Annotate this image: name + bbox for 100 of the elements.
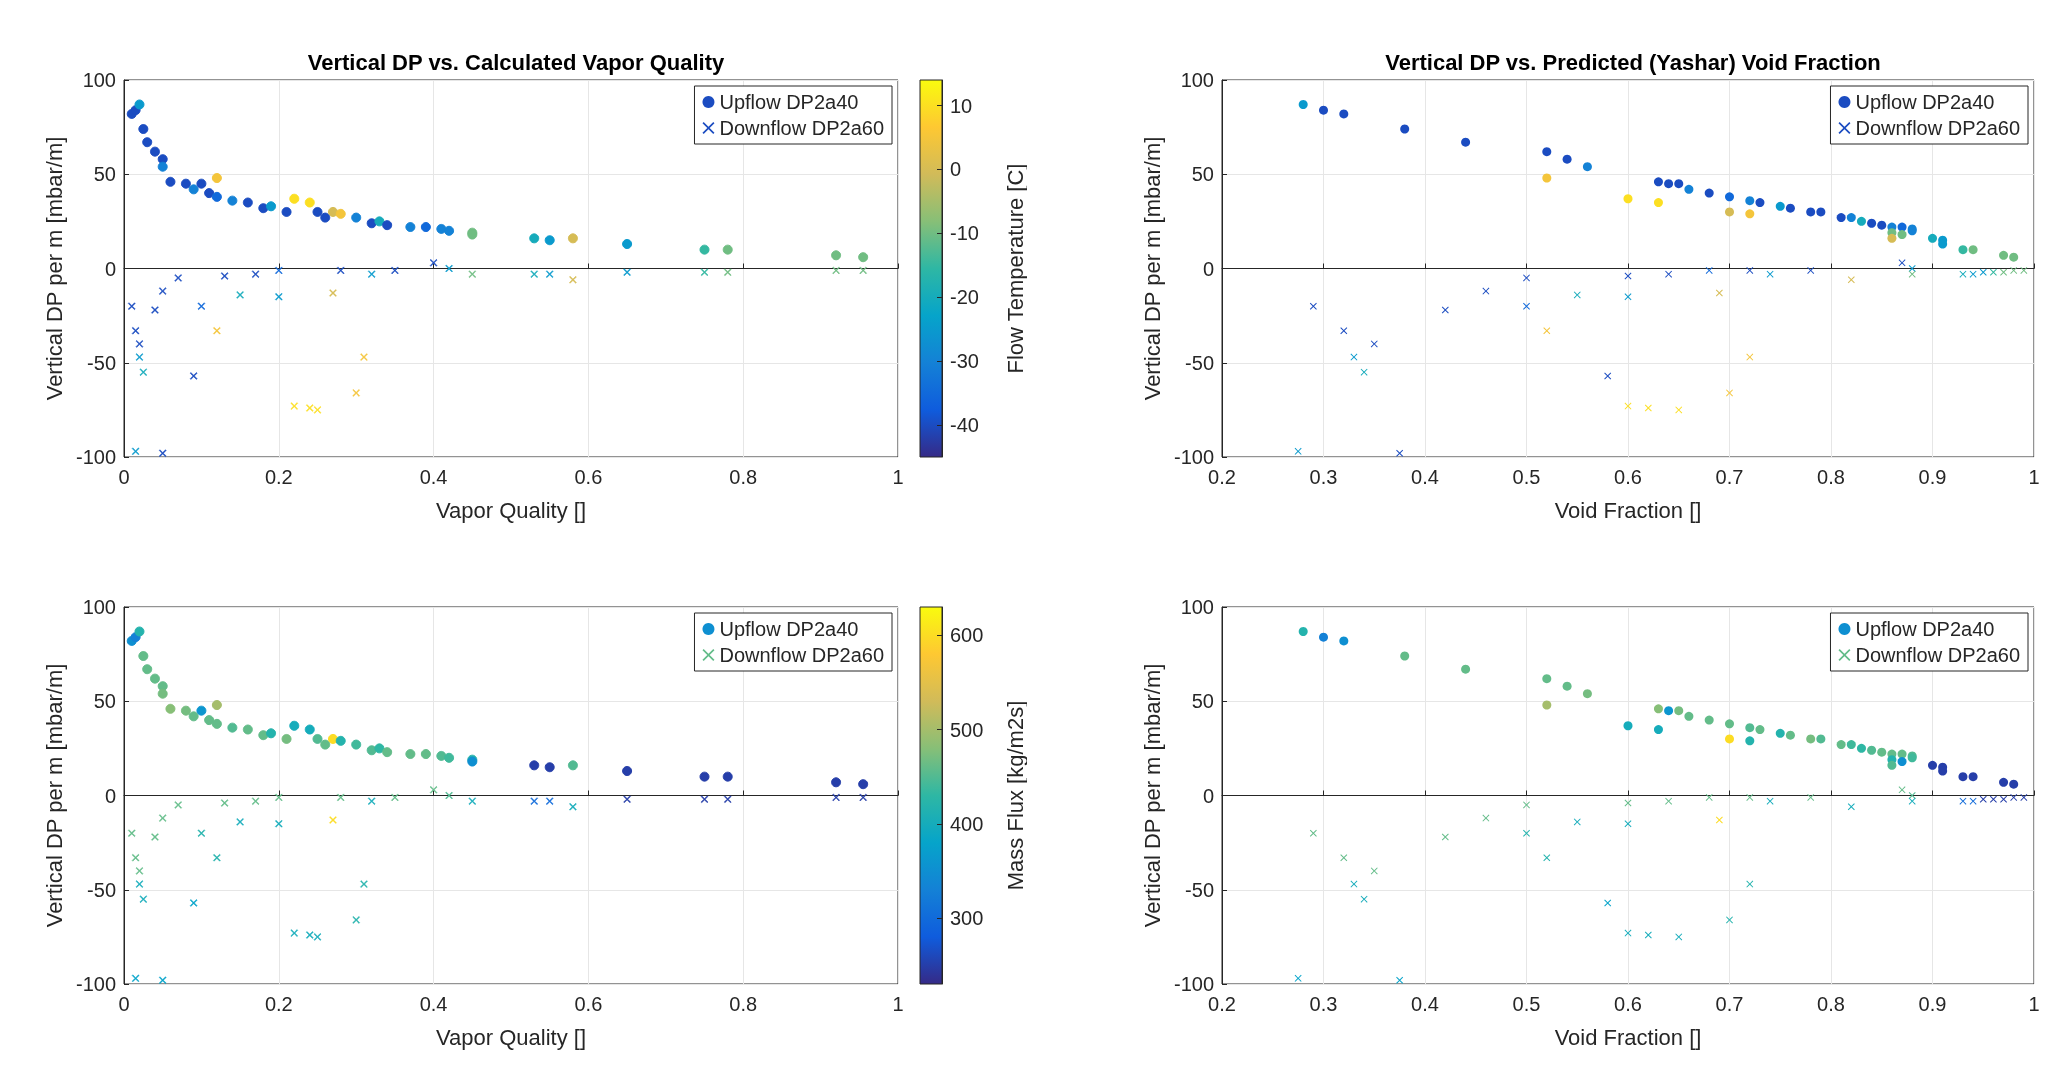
point xyxy=(623,795,631,804)
point xyxy=(1319,105,1328,115)
point xyxy=(391,266,399,275)
point xyxy=(1836,740,1846,750)
point xyxy=(165,703,176,714)
point xyxy=(723,795,732,804)
point xyxy=(622,766,633,776)
point xyxy=(289,193,300,204)
y-tick-label: 0 xyxy=(104,257,116,280)
point xyxy=(1847,276,1855,284)
point xyxy=(545,797,554,805)
point xyxy=(1887,233,1897,243)
point xyxy=(134,99,145,110)
y-tick-label: 100 xyxy=(1180,596,1214,618)
point xyxy=(142,664,153,675)
point xyxy=(1725,719,1734,729)
point xyxy=(188,184,199,195)
point xyxy=(289,720,300,731)
x-tick-label: 0.9 xyxy=(1918,466,1947,488)
point xyxy=(1816,734,1826,744)
point xyxy=(227,195,238,206)
point xyxy=(220,272,229,280)
point xyxy=(352,389,360,397)
point xyxy=(1887,760,1897,770)
point xyxy=(429,786,438,794)
point xyxy=(1623,194,1633,204)
point xyxy=(723,268,732,277)
point xyxy=(320,212,331,223)
point xyxy=(139,368,148,376)
x-tick-label: 0.8 xyxy=(1817,993,1845,1015)
point xyxy=(529,760,540,771)
point xyxy=(304,197,315,208)
point xyxy=(1715,289,1723,297)
point xyxy=(281,733,292,744)
point xyxy=(151,306,159,314)
x-tick-label: 0.6 xyxy=(1614,466,1642,488)
color-bar-label: -10 xyxy=(950,222,979,245)
point xyxy=(1725,207,1734,217)
point xyxy=(275,820,283,828)
x-axis-title: Vapor Quality [] xyxy=(436,1024,586,1050)
point xyxy=(196,705,207,716)
point xyxy=(1725,192,1734,202)
point xyxy=(1573,291,1581,299)
point xyxy=(1675,406,1683,414)
point xyxy=(1755,725,1765,735)
point xyxy=(567,233,578,244)
x-tick-label: 1 xyxy=(892,466,904,488)
point xyxy=(1340,854,1348,862)
point xyxy=(142,137,153,148)
point xyxy=(1989,795,1997,803)
point xyxy=(1675,933,1683,941)
point xyxy=(1298,627,1308,636)
x-tick-label: 0.7 xyxy=(1715,466,1744,488)
point xyxy=(306,931,314,939)
point xyxy=(429,259,438,267)
point xyxy=(227,722,238,733)
legend-label: Upflow DP2a40 xyxy=(1855,618,1995,640)
point xyxy=(189,899,198,907)
x-tick-label: 0.4 xyxy=(419,993,448,1015)
point xyxy=(405,749,416,760)
point xyxy=(1562,154,1572,164)
x-tick-label: 0 xyxy=(118,466,130,488)
point xyxy=(211,700,222,711)
color-bar-label: -20 xyxy=(950,286,979,309)
point xyxy=(2020,266,2028,274)
x-tick-label: 0.4 xyxy=(419,466,448,488)
point xyxy=(405,222,416,233)
y-tick-label: -50 xyxy=(1185,878,1214,901)
point xyxy=(1968,245,1978,255)
point xyxy=(1746,880,1754,888)
x-tick-label: 0.3 xyxy=(1309,993,1338,1015)
x-tick-label: 0.4 xyxy=(1411,993,1439,1015)
y-axis-title: Vertical DP per m [mbar/m] xyxy=(1139,663,1165,928)
x-axis-title: Void Fraction [] xyxy=(1554,1024,1702,1050)
point xyxy=(1543,327,1551,335)
x-tick-label: 0.7 xyxy=(1715,993,1744,1015)
point xyxy=(1807,793,1815,801)
point xyxy=(138,124,149,135)
point xyxy=(158,814,167,822)
x-tick-label: 0.2 xyxy=(1208,466,1236,488)
x-tick-label: 1 xyxy=(892,993,904,1015)
color-bar-title: Mass Flux [kg/m2s] xyxy=(1002,700,1028,891)
x-axis-title: Void Fraction [] xyxy=(1554,497,1702,523)
x-tick-label: 0.5 xyxy=(1512,466,1541,488)
point xyxy=(1582,689,1592,699)
point xyxy=(1340,327,1348,335)
point xyxy=(1396,976,1404,984)
point xyxy=(197,302,206,310)
point xyxy=(1644,931,1652,939)
point xyxy=(1653,177,1663,187)
point xyxy=(544,762,555,773)
point xyxy=(444,752,455,763)
y-tick-label: -100 xyxy=(75,446,116,468)
point xyxy=(366,745,377,756)
point xyxy=(567,760,578,771)
point xyxy=(151,833,159,841)
legend-label: Downflow DP2a60 xyxy=(1855,644,2020,666)
point xyxy=(1715,816,1723,824)
y-tick-label: 0 xyxy=(104,784,116,807)
point xyxy=(1836,213,1846,223)
